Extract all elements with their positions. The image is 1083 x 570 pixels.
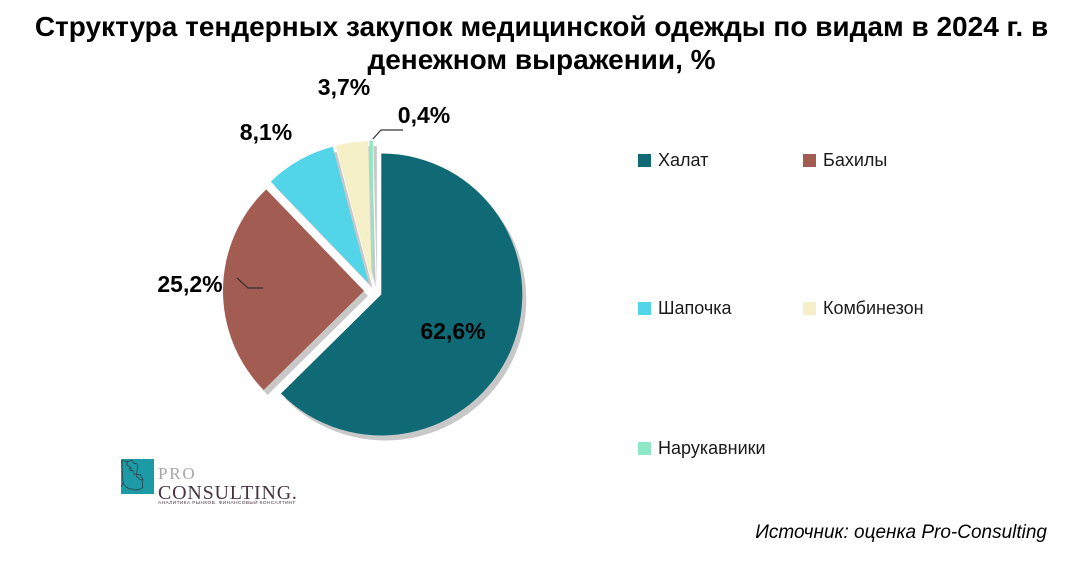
svg-text:62,6%: 62,6% bbox=[420, 318, 485, 344]
svg-text:PRO: PRO bbox=[158, 464, 196, 483]
svg-text:25,2%: 25,2% bbox=[157, 271, 222, 297]
svg-text:3,7%: 3,7% bbox=[318, 74, 370, 100]
svg-text:0,4%: 0,4% bbox=[398, 102, 450, 128]
svg-text:8,1%: 8,1% bbox=[240, 119, 292, 145]
